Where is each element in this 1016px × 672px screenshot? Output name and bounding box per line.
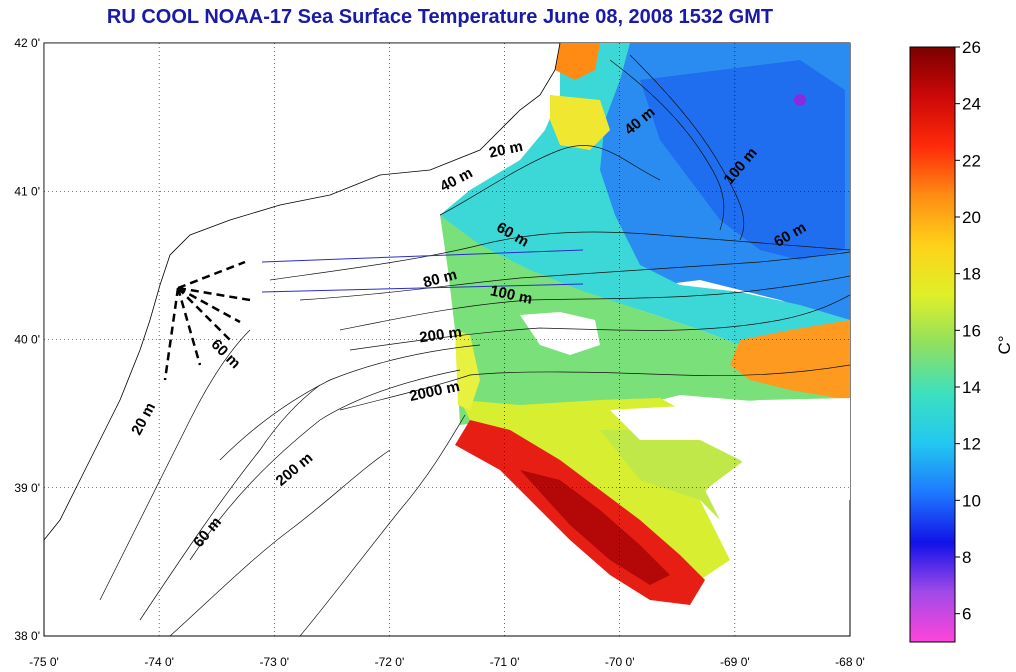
map-title: RU COOL NOAA-17 Sea Surface Temperature … xyxy=(106,6,774,28)
colorbar-tick-label: 20 xyxy=(962,208,981,227)
colorbar-tick-label: 18 xyxy=(962,265,981,284)
colorbar-unit-label: C° xyxy=(995,335,1014,354)
colorbar-tick-label: 26 xyxy=(962,38,981,57)
longitude-axis: -75 0' -74 0' -73 0' -72 0' -71 0' -70 0' -69 … xyxy=(29,655,865,669)
latitude-axis: 42 0' 41 0' 40 0' 39 0' 38 0' xyxy=(14,36,40,643)
map-content xyxy=(44,43,850,636)
colorbar-ticks: 26 24 22 20 18 16 14 12 10 8 6 xyxy=(955,38,981,624)
colorbar-tick-label: 6 xyxy=(962,605,971,624)
graticule xyxy=(44,43,850,636)
y-tick-label: 41 0' xyxy=(14,184,40,198)
x-tick-label: -70 0' xyxy=(605,655,635,669)
colorbar-tick-label: 22 xyxy=(962,151,981,170)
x-tick-label: -75 0' xyxy=(29,655,59,669)
colorbar-tick-label: 14 xyxy=(962,378,981,397)
bathymetry-contours xyxy=(99,54,850,636)
colorbar-tick-label: 10 xyxy=(962,491,981,510)
y-tick-label: 39 0' xyxy=(14,481,40,495)
transect-line-south xyxy=(261,283,584,293)
x-tick-label: -72 0' xyxy=(375,655,405,669)
colorbar xyxy=(909,46,956,643)
land-mass xyxy=(44,43,561,541)
y-tick-label: 40 0' xyxy=(14,333,40,347)
contour-label: 20 m xyxy=(487,138,524,162)
x-tick-label: -74 0' xyxy=(144,655,174,669)
colorbar-tick-label: 24 xyxy=(962,95,981,114)
colorbar-tick-label: 12 xyxy=(962,435,981,454)
colorbar-tick-label: 16 xyxy=(962,321,981,340)
y-tick-label: 38 0' xyxy=(14,629,40,643)
x-tick-label: -69 0' xyxy=(720,655,750,669)
dashed-radial-lines xyxy=(163,260,251,381)
colorbar-tick-label: 8 xyxy=(962,548,971,567)
x-tick-label: -68 0' xyxy=(835,655,865,669)
x-tick-label: -73 0' xyxy=(259,655,289,669)
transect-line-north xyxy=(261,249,584,263)
contour-label: 200 m xyxy=(418,324,462,347)
x-tick-label: -71 0' xyxy=(490,655,520,669)
y-tick-label: 42 0' xyxy=(14,36,40,50)
